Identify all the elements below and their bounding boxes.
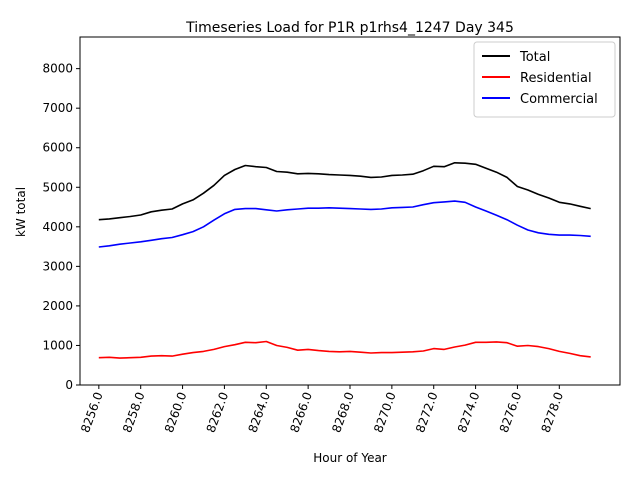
y-axis-label: kW total — [14, 187, 28, 237]
y-tick-label: 0 — [65, 378, 73, 392]
x-tick-label: 8268.0 — [329, 390, 357, 434]
x-tick-label: 8266.0 — [287, 390, 315, 434]
x-tick-label: 8260.0 — [162, 390, 190, 434]
y-tick-label: 8000 — [42, 62, 73, 76]
x-tick-label: 8258.0 — [120, 390, 148, 434]
y-tick-label: 2000 — [42, 299, 73, 313]
y-tick-label: 1000 — [42, 338, 73, 352]
series-line-total — [98, 162, 591, 221]
x-tick-label: 8264.0 — [246, 390, 274, 434]
x-tick-label: 8278.0 — [539, 390, 567, 434]
legend-label-total: Total — [519, 50, 550, 65]
y-tick-label: 6000 — [42, 141, 73, 155]
series-line-commercial — [98, 200, 591, 248]
legend: Total Residential Commercial — [473, 41, 616, 118]
series-layer — [98, 162, 591, 359]
x-tick-label: 8256.0 — [78, 390, 106, 434]
legend-label-commercial: Commercial — [520, 92, 598, 107]
chart-title: Timeseries Load for P1R p1rhs4_1247 Day … — [185, 20, 514, 36]
x-tick-label: 8274.0 — [455, 390, 483, 434]
y-tick-label: 5000 — [42, 180, 73, 194]
x-tick-label: 8262.0 — [204, 390, 232, 434]
x-tick-label: 8270.0 — [371, 390, 399, 434]
x-tick-label: 8276.0 — [497, 390, 525, 434]
legend-label-residential: Residential — [520, 71, 592, 86]
y-tick-label: 7000 — [42, 101, 73, 115]
x-axis-label: Hour of Year — [313, 451, 387, 465]
series-line-residential — [98, 340, 591, 359]
y-tick-label: 3000 — [42, 259, 73, 273]
x-tick-label: 8272.0 — [413, 390, 441, 434]
y-tick-label: 4000 — [42, 220, 73, 234]
